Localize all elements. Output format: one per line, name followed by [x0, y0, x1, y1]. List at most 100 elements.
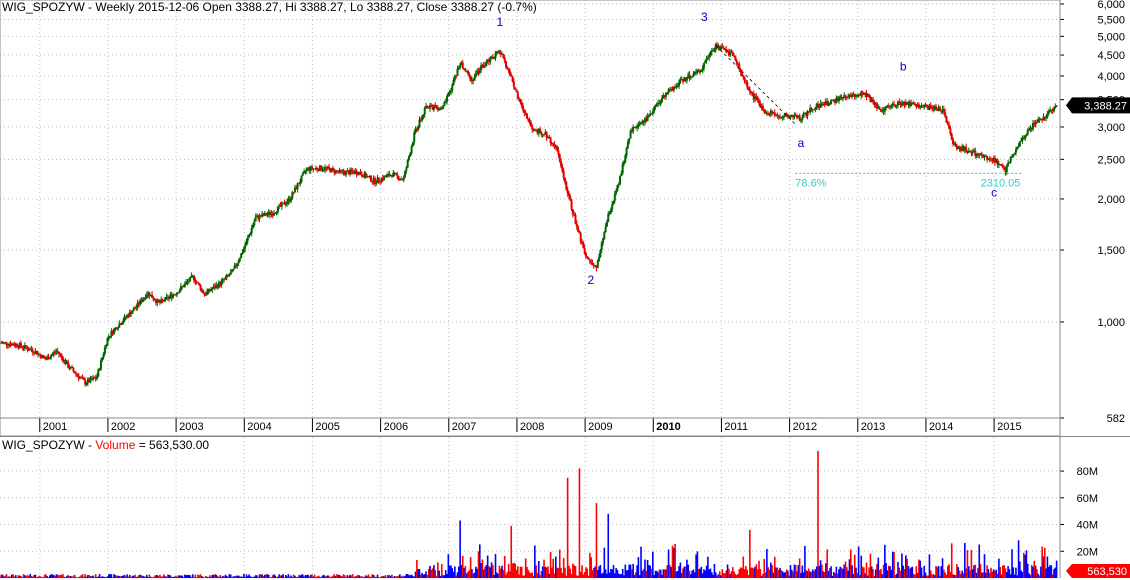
volume-bar: [208, 575, 211, 578]
volume-bar: [347, 576, 350, 578]
volume-bar: [684, 566, 687, 578]
volume-bar: [891, 551, 894, 578]
volume-bar: [851, 565, 853, 578]
candle-body: [776, 114, 779, 117]
candle-body: [564, 177, 567, 182]
volume-bar: [298, 575, 300, 578]
candle-body: [494, 53, 497, 59]
volume-bar: [191, 574, 194, 578]
candle-body: [388, 174, 391, 176]
volume-bar: [610, 569, 612, 578]
candle-body: [832, 99, 835, 101]
volume-bar: [434, 570, 437, 578]
volume-bar: [101, 576, 104, 578]
volume-bar: [218, 576, 220, 578]
volume-bar: [890, 569, 893, 578]
volume-bar: [645, 570, 648, 578]
volume-bar: [688, 570, 691, 578]
volume-bar: [590, 557, 593, 578]
volume-bar: [486, 555, 489, 578]
candle-body: [646, 116, 649, 121]
volume-bar: [975, 572, 978, 578]
volume-bar: [330, 576, 333, 578]
candle-body: [986, 155, 989, 160]
volume-bar: [982, 572, 984, 578]
candle-body: [515, 89, 518, 92]
candle-body: [519, 99, 522, 103]
candle-body: [8, 344, 11, 346]
candle-body: [377, 177, 380, 182]
volume-bar: [135, 577, 138, 578]
candle-body: [959, 148, 962, 151]
candle-body: [987, 158, 990, 160]
candle-body: [805, 113, 808, 116]
volume-bar: [66, 576, 68, 578]
candle-body: [881, 110, 884, 112]
candle-body: [229, 272, 232, 275]
candle-body: [259, 215, 262, 217]
volume-bar: [910, 567, 912, 578]
volume-bar: [1000, 574, 1003, 578]
volume-bar: [313, 574, 316, 578]
volume-bar: [294, 575, 296, 578]
volume-bar: [291, 577, 294, 578]
volume-bar: [222, 575, 224, 578]
candle-body: [169, 294, 172, 297]
candle-body: [436, 107, 439, 110]
volume-bar: [299, 575, 301, 578]
candle-body: [474, 73, 477, 77]
candle-body: [457, 67, 460, 69]
volume-bar: [240, 576, 243, 578]
candle-body: [375, 182, 378, 184]
candle-body: [910, 102, 913, 106]
x-axis-tick-label: 2007: [452, 421, 476, 433]
candle-body: [507, 68, 510, 72]
candle-body: [380, 178, 383, 182]
candle-body: [641, 121, 644, 123]
candle-body: [309, 166, 312, 171]
volume-bar: [565, 575, 568, 578]
volume-bar: [869, 553, 872, 578]
candle-body: [931, 106, 934, 109]
candle-body: [345, 171, 348, 175]
volume-bar: [243, 574, 245, 578]
x-axis-tick-label: 2015: [997, 421, 1021, 433]
volume-bar: [140, 575, 143, 578]
candle-body: [609, 209, 612, 214]
volume-bar: [787, 570, 789, 578]
volume-bar: [502, 570, 505, 578]
volume-bar: [926, 575, 928, 578]
volume-bar: [805, 570, 808, 578]
price-y-tick-label: 1,500: [1097, 245, 1125, 257]
volume-bar: [420, 574, 422, 578]
candle-body: [678, 82, 681, 86]
volume-bar: [30, 575, 33, 578]
volume-bar: [920, 567, 923, 578]
volume-bar: [50, 574, 52, 578]
candle-body: [300, 175, 303, 182]
candle-body: [1018, 141, 1021, 147]
candle-body: [657, 102, 660, 104]
candle-body: [35, 350, 38, 355]
volume-bar: [673, 548, 675, 578]
volume-bar: [51, 574, 54, 578]
candle-body: [1011, 156, 1014, 158]
candle-body: [158, 301, 161, 303]
volume-bar: [290, 575, 292, 578]
volume-bar: [67, 574, 69, 578]
candle-body: [575, 223, 578, 227]
volume-bar: [437, 562, 439, 578]
volume-bar: [422, 574, 425, 578]
volume-bar: [808, 568, 810, 578]
volume-bar: [368, 576, 371, 578]
volume-bar: [24, 575, 26, 578]
volume-bar: [246, 576, 249, 578]
candle-body: [755, 96, 758, 98]
volume-bar: [151, 577, 153, 578]
candle-body: [275, 212, 278, 214]
volume-bar: [624, 564, 627, 578]
volume-bar: [54, 575, 56, 578]
volume-bar: [170, 576, 173, 578]
candle-body: [1046, 113, 1049, 118]
volume-bar: [279, 575, 282, 578]
